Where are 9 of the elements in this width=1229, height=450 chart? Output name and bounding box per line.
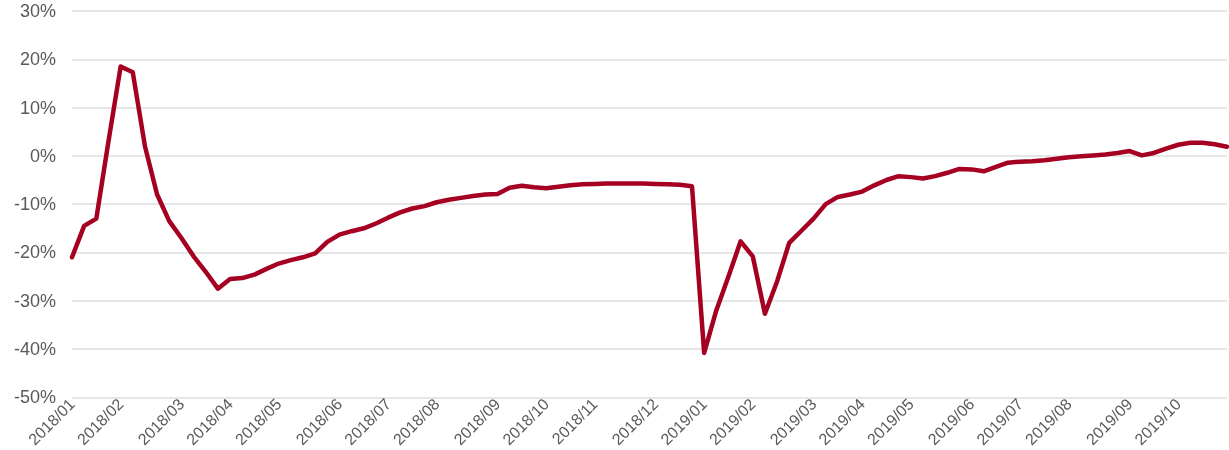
y-tick-label: -40% [13,339,56,360]
line-series [69,64,1229,356]
y-tick-label: -10% [13,194,56,215]
y-tick-label: 20% [19,49,56,70]
y-tick-label: -30% [13,290,56,311]
y-tick-label: 10% [19,97,56,118]
y-tick-label: 30% [19,1,56,21]
y-tick-label: 0% [29,145,56,166]
y-tick-label: -20% [13,242,56,263]
